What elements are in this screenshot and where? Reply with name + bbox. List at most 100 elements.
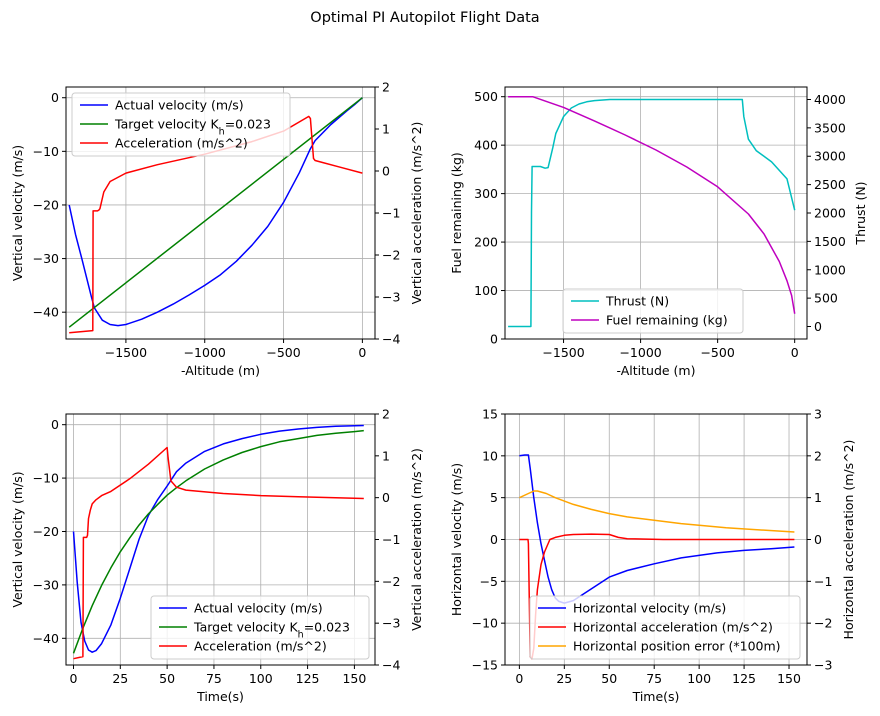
y-tick-label: 0 xyxy=(490,332,498,347)
y2-tick-label: 1000 xyxy=(814,262,846,277)
y2-tick-label: 1 xyxy=(814,490,822,505)
x-tick-label: −1000 xyxy=(184,345,226,360)
chart-panel-2: −1500 −1000 −500 00100200300400500050010001… xyxy=(449,86,868,378)
y-axis-label: Vertical velocity (m/s) xyxy=(10,471,25,607)
legend-label: Actual velocity (m/s) xyxy=(194,601,323,616)
y2-tick-label: −3 xyxy=(382,616,400,631)
chart-panel-3: 0 25 50 75 100 125 150−40−30−20−100−4−3−2−1012… xyxy=(10,407,424,705)
y2-tick-label: 3000 xyxy=(814,149,846,164)
y-tick-label: 100 xyxy=(474,283,498,298)
y2-tick-label: 2000 xyxy=(814,206,846,221)
legend-label: Fuel remaining (kg) xyxy=(606,313,728,328)
legend-label: Horizontal velocity (m/s) xyxy=(573,601,726,616)
y2-tick-label: 1 xyxy=(382,122,390,137)
y-tick-label: −10 xyxy=(33,471,59,486)
x-tick-label: 100 xyxy=(687,671,711,686)
y2-axis-label: Vertical acceleration (m/s^2) xyxy=(409,448,424,631)
x-tick-label: −1000 xyxy=(619,345,661,360)
legend-label: Thrust (N) xyxy=(605,294,669,309)
y-tick-label: 15 xyxy=(482,407,498,422)
y-tick-label: −10 xyxy=(33,144,59,159)
x-tick-label: 100 xyxy=(249,671,273,686)
y2-axis-label: Horizontal acceleration (m/s^2) xyxy=(841,440,856,640)
y-tick-label: −10 xyxy=(472,616,498,631)
x-tick-label: −500 xyxy=(700,345,734,360)
legend-label: Horizontal acceleration (m/s^2) xyxy=(573,620,773,635)
legend-label: Actual velocity (m/s) xyxy=(115,98,244,113)
gridlines xyxy=(505,87,807,340)
x-tick-label: 150 xyxy=(342,671,366,686)
y-tick-label: −40 xyxy=(33,305,59,320)
y2-tick-label: 3500 xyxy=(814,120,846,135)
y2-tick-label: 1 xyxy=(382,448,390,463)
y-tick-label: 300 xyxy=(474,186,498,201)
gridlines xyxy=(66,414,375,665)
y-tick-label: −20 xyxy=(33,524,59,539)
y-tick-label: 10 xyxy=(482,448,498,463)
x-tick-label: 25 xyxy=(112,671,128,686)
x-tick-label: 75 xyxy=(646,671,662,686)
legend-label: Acceleration (m/s^2) xyxy=(115,136,248,151)
legend-box xyxy=(529,595,801,660)
series-line-1 xyxy=(508,98,796,328)
series-line-2 xyxy=(68,97,363,328)
y2-tick-label: −3 xyxy=(814,658,832,673)
y2-tick-label: 0 xyxy=(382,164,390,179)
x-tick-label: −1500 xyxy=(542,345,584,360)
x-tick-label: −1500 xyxy=(105,345,147,360)
x-axis-label: Time(s) xyxy=(196,689,244,704)
y2-axis-label: Vertical acceleration (m/s^2) xyxy=(409,122,424,305)
x-axis-label: Time(s) xyxy=(632,689,680,704)
y2-tick-label: −1 xyxy=(814,574,832,589)
y2-tick-label: −2 xyxy=(814,616,832,631)
x-axis-label: -Altitude (m) xyxy=(181,363,260,378)
legend: Actual velocity (m/s)Target velocity Kh=… xyxy=(71,92,291,157)
y-tick-label: 200 xyxy=(474,235,498,250)
y2-tick-label: 2 xyxy=(382,407,390,422)
x-tick-label: −500 xyxy=(266,345,300,360)
series-line-1 xyxy=(72,424,364,653)
x-tick-label: 125 xyxy=(296,671,320,686)
y2-tick-label: 2500 xyxy=(814,177,846,192)
y2-tick-label: −1 xyxy=(382,206,400,221)
y2-tick-label: −2 xyxy=(382,574,400,589)
legend-label: Acceleration (m/s^2) xyxy=(194,639,327,654)
legend: Actual velocity (m/s)Target velocity Kh=… xyxy=(150,595,370,660)
x-tick-label: 0 xyxy=(791,345,799,360)
y-tick-label: 400 xyxy=(474,138,498,153)
y2-tick-label: −3 xyxy=(382,290,400,305)
legend-box xyxy=(71,92,291,157)
series-line-2 xyxy=(508,95,796,314)
x-tick-label: 0 xyxy=(515,671,523,686)
y2-tick-label: 4000 xyxy=(814,92,846,107)
series-line-3 xyxy=(73,446,364,660)
x-tick-label: 150 xyxy=(777,671,801,686)
series-line-3 xyxy=(69,115,363,334)
y-axis-label: Horizontal velocity (m/s) xyxy=(449,463,464,616)
x-tick-label: 0 xyxy=(70,671,78,686)
x-tick-label: 50 xyxy=(159,671,175,686)
figure-title: Optimal PI Autopilot Flight Data xyxy=(310,10,539,26)
y-tick-label: −5 xyxy=(480,574,498,589)
x-axis-label: -Altitude (m) xyxy=(617,363,696,378)
x-tick-label: 50 xyxy=(601,671,617,686)
y2-axis-label: Thrust (N) xyxy=(853,181,868,245)
y2-tick-label: 0 xyxy=(814,319,822,334)
y2-tick-label: −4 xyxy=(382,658,400,673)
y-tick-label: −40 xyxy=(33,631,59,646)
legend-label: Horizontal position error (*100m) xyxy=(573,639,781,654)
x-tick-label: 0 xyxy=(358,345,366,360)
y-axis-label: Fuel remaining (kg) xyxy=(449,152,464,274)
y-tick-label: −20 xyxy=(33,197,59,212)
x-tick-label: 25 xyxy=(556,671,572,686)
y-tick-label: −15 xyxy=(472,658,498,673)
y2-tick-label: 2 xyxy=(814,448,822,463)
y2-tick-label: 2 xyxy=(382,80,390,95)
y2-tick-label: 500 xyxy=(814,291,838,306)
legend: Horizontal velocity (m/s) Horizontal acce… xyxy=(529,595,801,660)
y-tick-label: 0 xyxy=(51,417,59,432)
y2-tick-label: 0 xyxy=(382,490,390,505)
y-tick-label: 0 xyxy=(490,532,498,547)
y2-tick-label: −2 xyxy=(382,248,400,263)
